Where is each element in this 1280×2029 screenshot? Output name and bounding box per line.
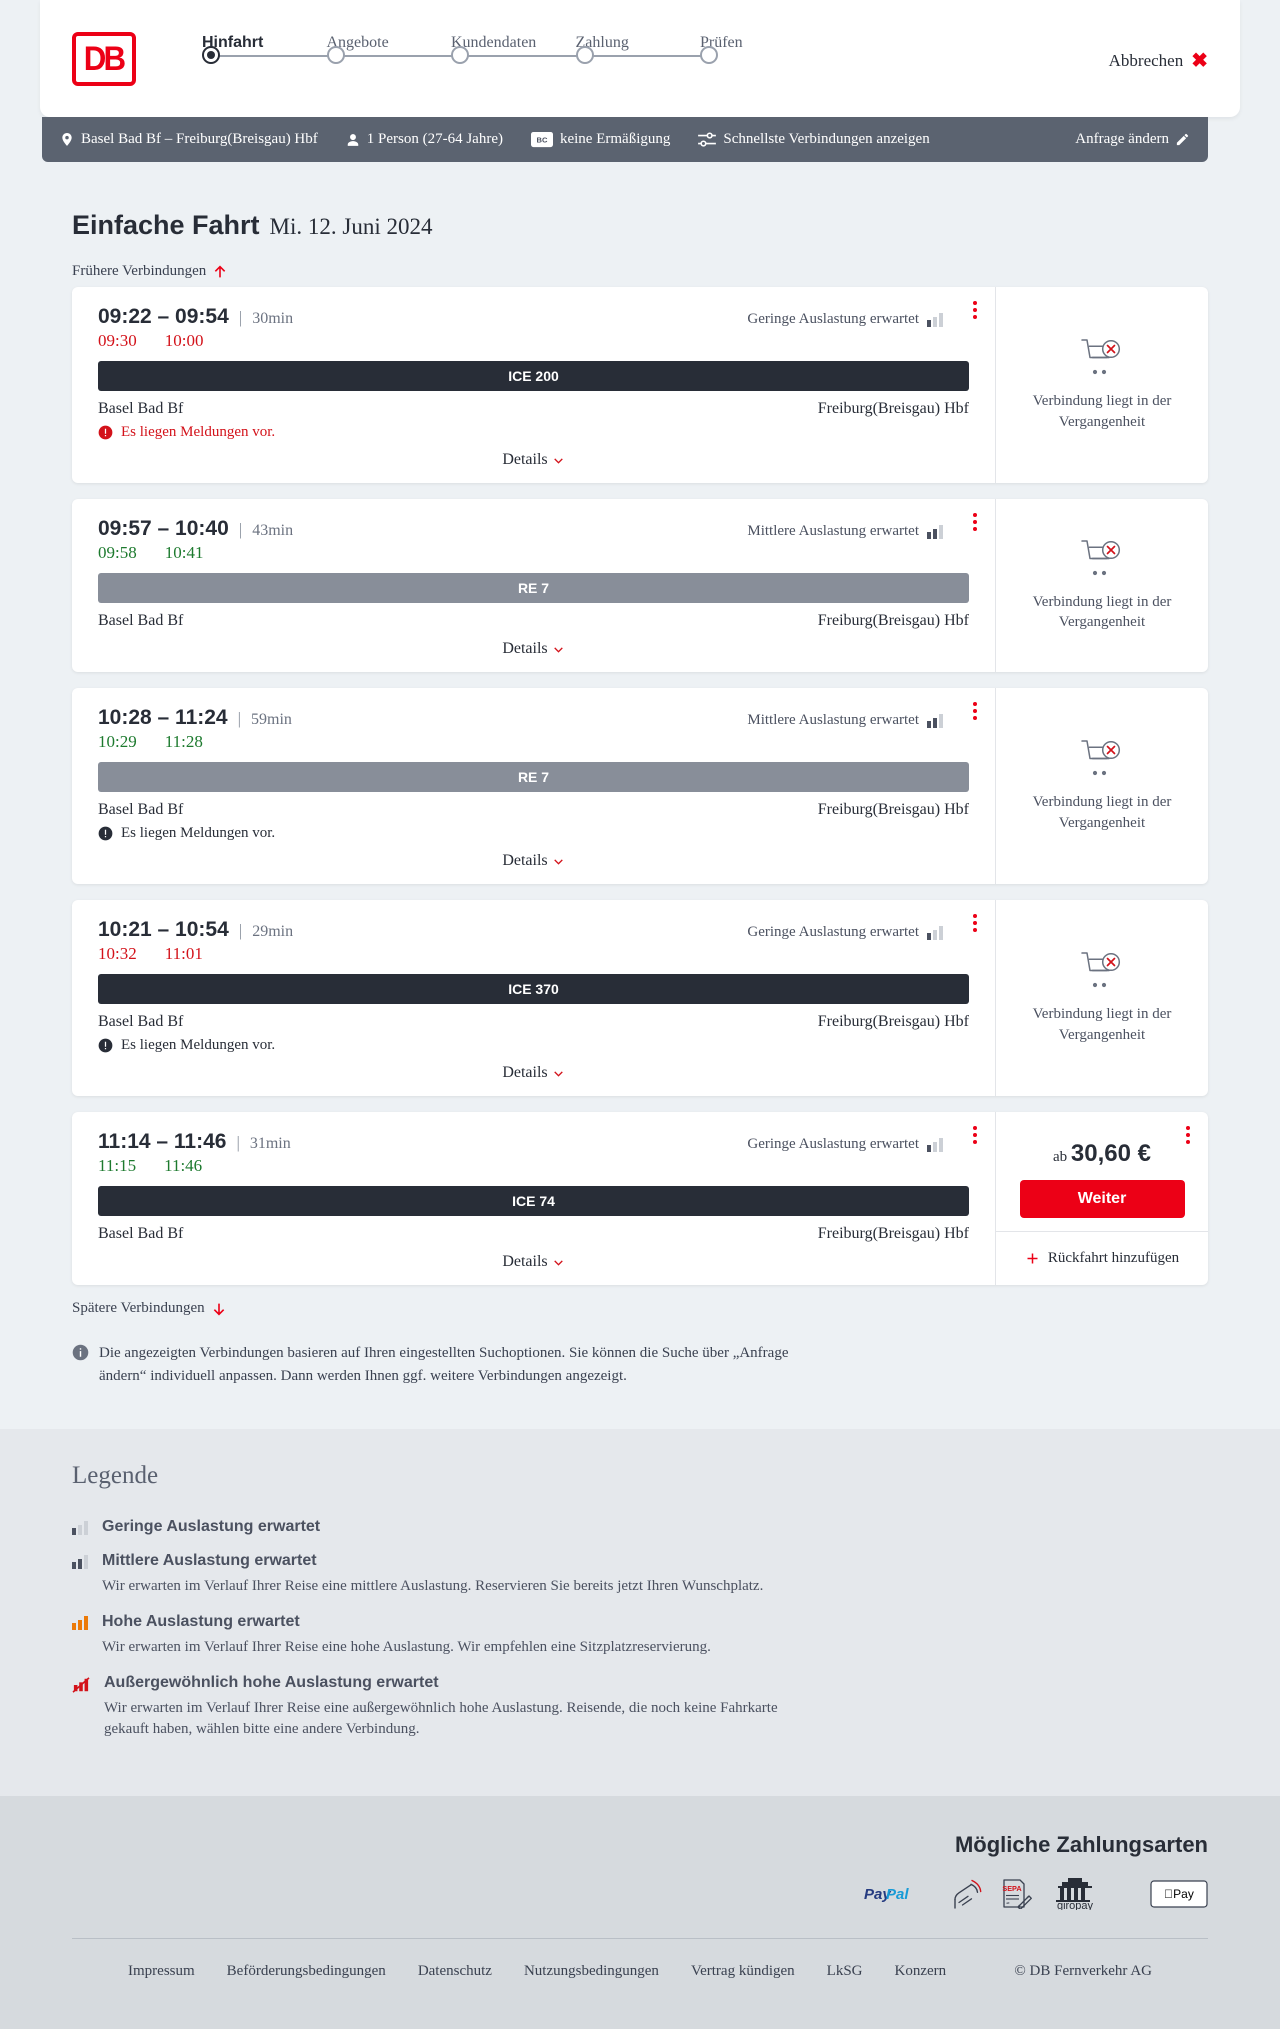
svg-text:Pal: Pal [886,1886,909,1903]
svg-text:BC: BC [537,136,548,145]
svg-text:Pay: Pay [1164,1887,1194,1901]
svg-text:SEPA: SEPA [1002,1884,1022,1893]
svg-text:giropay: giropay [1057,1900,1094,1910]
